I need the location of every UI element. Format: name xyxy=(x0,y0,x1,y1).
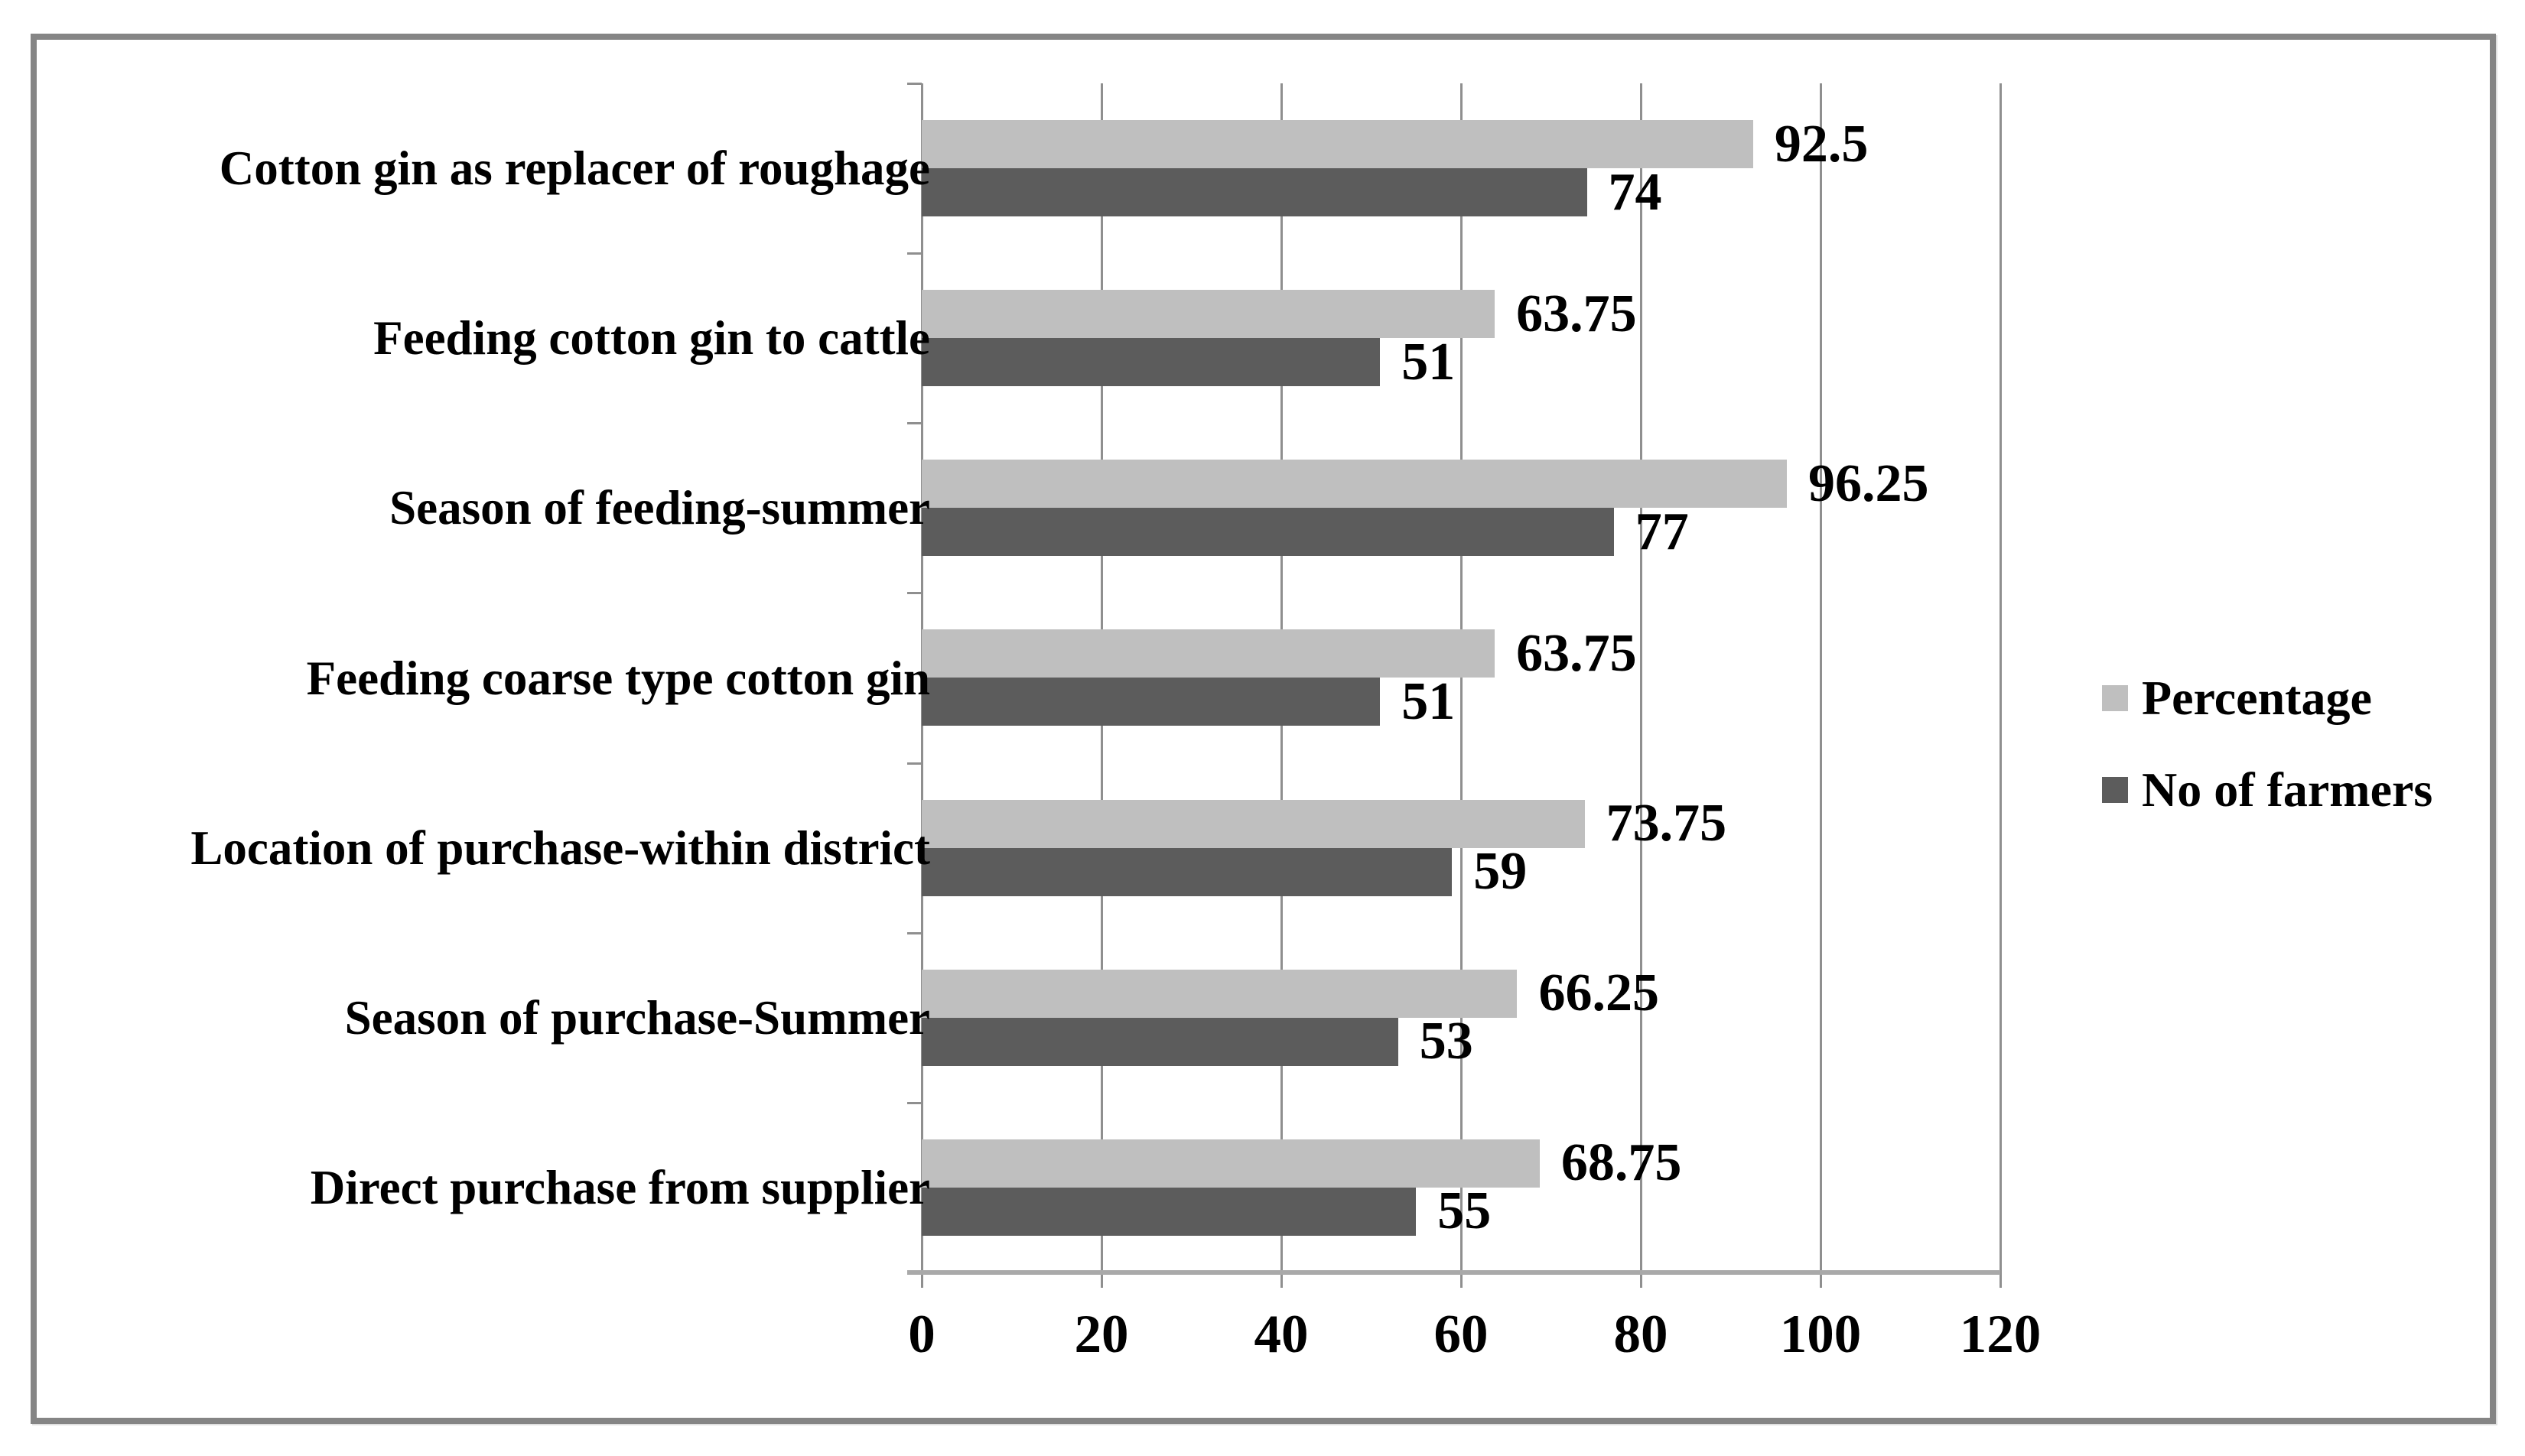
legend-entry: No of farmers xyxy=(2102,762,2432,818)
bar-no-of-farmers xyxy=(922,678,1381,726)
chart-frame: 0 20 40 60 80 100 120 Cotton gin as replacer of… xyxy=(31,34,2496,1424)
gridline xyxy=(1460,83,1463,1288)
bar-percentage xyxy=(922,290,1495,339)
category-label: Feeding cotton gin to cattle xyxy=(373,311,930,366)
x-tick-label: 60 xyxy=(1433,1305,1489,1364)
band-tick xyxy=(907,762,922,765)
gridline xyxy=(1820,83,1822,1288)
category-label: Feeding coarse type cotton gin xyxy=(306,651,930,705)
value-label: 63.75 xyxy=(1516,284,1637,343)
bar-percentage xyxy=(922,460,1787,509)
legend-label: No of farmers xyxy=(2142,762,2433,817)
bar-percentage xyxy=(922,120,1753,168)
value-label: 55 xyxy=(1437,1181,1492,1241)
bar-no-of-farmers xyxy=(922,338,1381,387)
band-tick xyxy=(907,1101,922,1104)
x-tick-label: 40 xyxy=(1254,1305,1309,1364)
band-tick xyxy=(907,931,922,934)
legend-swatch-percentage xyxy=(2102,685,2128,711)
bar-no-of-farmers xyxy=(922,1187,1417,1236)
value-label: 63.75 xyxy=(1516,623,1637,683)
value-label: 92.5 xyxy=(1774,114,1869,174)
bar-percentage xyxy=(922,969,1518,1018)
bar-percentage xyxy=(922,799,1585,848)
category-label: Cotton gin as replacer of roughage xyxy=(219,141,930,196)
value-label: 96.25 xyxy=(1808,453,1929,513)
x-axis-line xyxy=(907,1270,2000,1275)
band-tick xyxy=(907,252,922,255)
bar-no-of-farmers xyxy=(922,847,1453,896)
bar-percentage xyxy=(922,629,1495,678)
value-label: 68.75 xyxy=(1560,1133,1682,1193)
category-label: Direct purchase from supplier xyxy=(310,1160,930,1214)
band-tick xyxy=(907,592,922,595)
gridline xyxy=(1640,83,1642,1288)
gridline xyxy=(2000,83,2002,1288)
bar-percentage xyxy=(922,1139,1540,1188)
value-label: 77 xyxy=(1635,502,1689,561)
legend-label: Percentage xyxy=(2142,671,2372,725)
bar-no-of-farmers xyxy=(922,168,1587,216)
legend-entry: Percentage xyxy=(2102,670,2372,726)
x-tick-label: 20 xyxy=(1074,1305,1129,1364)
category-label: Location of purchase-within district xyxy=(190,821,930,875)
x-tick-label: 120 xyxy=(1959,1305,2042,1364)
bar-no-of-farmers xyxy=(922,1017,1398,1066)
category-label: Season of feeding-summer xyxy=(389,481,930,535)
x-tick-label: 100 xyxy=(1779,1305,1862,1364)
band-tick xyxy=(907,83,922,85)
value-label: 51 xyxy=(1401,332,1456,392)
value-label: 73.75 xyxy=(1606,794,1727,853)
value-label: 66.25 xyxy=(1538,964,1659,1023)
x-tick-label: 80 xyxy=(1613,1305,1668,1364)
category-label: Season of purchase-Summer xyxy=(344,990,930,1045)
value-label: 59 xyxy=(1473,842,1528,902)
value-label: 53 xyxy=(1419,1012,1473,1071)
value-label: 74 xyxy=(1608,162,1662,222)
legend-swatch-no-of-farmers xyxy=(2102,777,2128,803)
band-tick xyxy=(907,422,922,425)
x-tick-label: 0 xyxy=(908,1305,935,1364)
bar-no-of-farmers xyxy=(922,508,1614,557)
value-label: 51 xyxy=(1401,671,1456,731)
